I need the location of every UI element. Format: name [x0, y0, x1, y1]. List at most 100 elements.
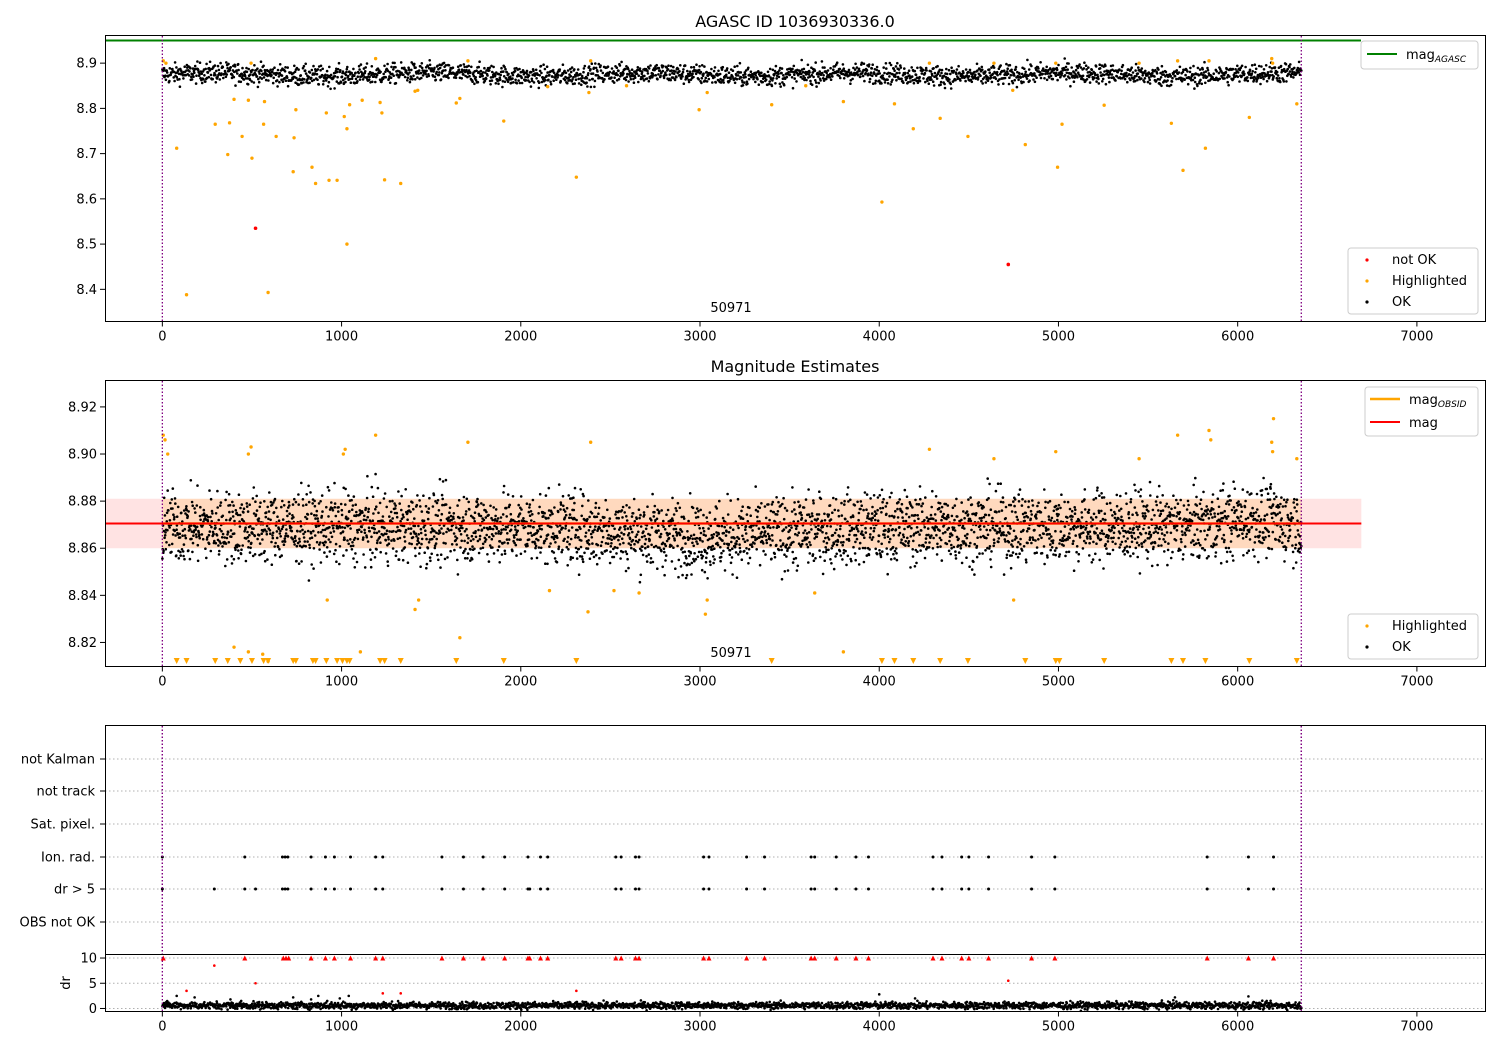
- ok-point: [325, 505, 328, 509]
- ok-point: [609, 534, 613, 538]
- ok-point: [822, 540, 826, 543]
- ok-point: [410, 542, 414, 546]
- ok-point: [846, 486, 850, 489]
- ok-point: [509, 512, 513, 516]
- ok-point: [386, 560, 390, 563]
- ok-point: [855, 66, 859, 69]
- ok-point: [476, 80, 480, 84]
- ok-point: [589, 68, 592, 71]
- ok-point: [871, 74, 874, 78]
- ok-point: [878, 79, 881, 82]
- ok-point: [673, 539, 676, 542]
- ok-point: [699, 508, 702, 512]
- ok-point: [183, 534, 187, 537]
- ok-point: [570, 66, 574, 69]
- ok-point: [742, 537, 745, 541]
- ok-point: [420, 66, 424, 70]
- ok-point: [522, 517, 525, 520]
- ok-point: [788, 528, 792, 532]
- ok-point: [173, 61, 177, 64]
- ok-point: [321, 67, 325, 71]
- ok-point: [722, 549, 725, 553]
- ok-point: [264, 71, 267, 74]
- ok-point: [771, 539, 774, 542]
- ok-point: [970, 80, 974, 84]
- ok-point: [855, 537, 859, 541]
- ok-point: [606, 542, 610, 545]
- ok-point: [567, 529, 571, 532]
- ok-point: [691, 506, 695, 510]
- ok-point: [749, 514, 752, 517]
- ok-point: [846, 554, 850, 558]
- ok-point: [598, 526, 601, 530]
- ok-point: [868, 536, 872, 539]
- ok-point: [262, 64, 265, 68]
- ok-point: [624, 550, 627, 553]
- ok-point: [516, 529, 519, 533]
- ok-point: [1268, 65, 1271, 69]
- ok-point: [739, 71, 743, 74]
- ok-point: [318, 548, 321, 551]
- ok-point: [502, 491, 505, 494]
- ok-point: [569, 70, 573, 74]
- ok-point: [867, 72, 870, 75]
- ok-point: [494, 508, 498, 511]
- ok-point: [688, 536, 692, 540]
- ok-point: [462, 495, 466, 499]
- ok-point: [723, 569, 727, 572]
- x-tick-label: 1000: [325, 330, 358, 345]
- ok-point: [335, 560, 338, 563]
- ok-point: [1246, 79, 1250, 83]
- ok-point: [838, 549, 842, 553]
- ok-point: [286, 535, 290, 538]
- ok-point: [517, 503, 520, 507]
- ok-point: [446, 74, 449, 77]
- ok-point: [479, 547, 483, 550]
- ok-point: [708, 560, 712, 563]
- ok-point: [215, 534, 219, 537]
- ok-point: [213, 64, 217, 67]
- ok-point: [799, 69, 802, 73]
- ok-point: [640, 535, 644, 539]
- ok-point: [423, 551, 427, 554]
- ok-point: [350, 508, 354, 512]
- ok-point: [651, 492, 654, 496]
- ok-point: [386, 62, 389, 66]
- ok-point: [589, 85, 593, 89]
- ok-point: [791, 561, 795, 564]
- ok-point: [895, 79, 898, 82]
- ok-point: [842, 67, 846, 70]
- ok-point: [588, 78, 591, 82]
- ok-point: [694, 511, 697, 515]
- ok-point: [449, 514, 453, 518]
- ok-point: [466, 552, 470, 555]
- ok-point: [877, 69, 881, 73]
- ok-point: [1243, 72, 1246, 76]
- ok-point: [577, 573, 581, 576]
- ok-point: [322, 534, 326, 538]
- ok-point: [1063, 57, 1066, 60]
- ok-point: [731, 69, 735, 72]
- ok-point: [410, 68, 413, 72]
- ok-point: [549, 82, 553, 86]
- ok-point: [858, 547, 861, 550]
- ok-point: [189, 67, 192, 70]
- ok-point: [505, 506, 508, 510]
- ok-point: [1091, 72, 1094, 76]
- ok-point: [245, 505, 249, 508]
- ok-point: [597, 512, 600, 515]
- ok-point: [481, 74, 485, 78]
- ok-point: [280, 78, 283, 82]
- ok-point: [575, 518, 578, 522]
- ok-point: [573, 486, 577, 490]
- ok-point: [392, 74, 396, 77]
- ok-point: [1093, 76, 1096, 80]
- ok-point: [1204, 81, 1207, 85]
- ok-point: [298, 540, 302, 543]
- ok-point: [363, 566, 367, 569]
- ok-point: [425, 69, 428, 73]
- ok-point: [488, 69, 491, 72]
- ok-point: [205, 62, 208, 66]
- highlighted-point: [416, 88, 420, 92]
- ok-point: [556, 76, 559, 79]
